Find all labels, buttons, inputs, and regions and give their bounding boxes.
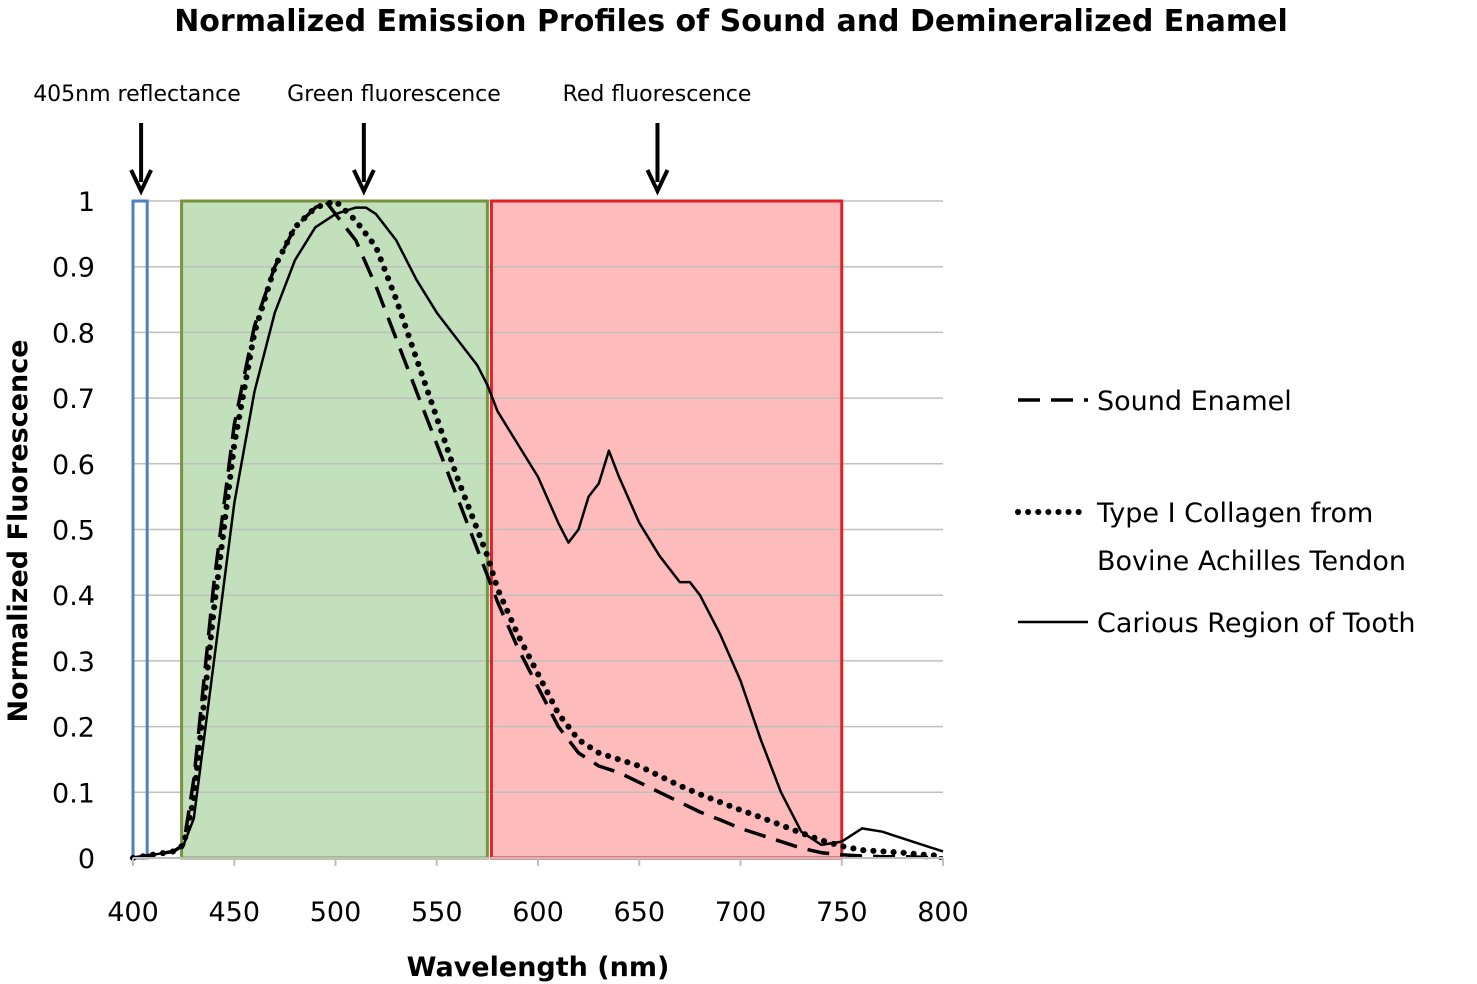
- axis-layer: 0 0.1 0.2 0.3 0.4 0.5 0.6 0.7 0.8 0.9 1 400 450 500 55…: [52, 187, 969, 928]
- series-line-solid: [132, 206, 944, 860]
- y-tick-label-0.8: 0.8: [52, 318, 95, 349]
- x-tick-label-550: 550: [411, 897, 463, 928]
- y-tick-label-0: 0: [78, 844, 95, 875]
- y-tick-label-0.4: 0.4: [52, 581, 95, 612]
- legend-label-3: Carious Region of Tooth: [1097, 608, 1416, 639]
- y-tick-label-0.2: 0.2: [52, 713, 95, 744]
- x-tick-label-600: 600: [512, 897, 564, 928]
- annotation-arrow-head-1: [129, 169, 153, 196]
- legend-label-2-line-1: Type I Collagen from: [1096, 498, 1373, 529]
- y-tick-label-0.3: 0.3: [52, 647, 95, 678]
- series-layer: [130, 198, 946, 861]
- legend-label-1: Sound Enamel: [1097, 386, 1292, 417]
- annotation-arrow-head-2: [352, 169, 376, 196]
- legend: Sound Enamel Type I Collagen from Bovine A…: [1015, 386, 1416, 639]
- x-tick-label-450: 450: [208, 897, 260, 928]
- annotation-arrow-head-3: [645, 169, 670, 196]
- annotation-label-3: Red fluorescence: [563, 82, 752, 107]
- legend-label-2-line-2: Bovine Achilles Tendon: [1097, 546, 1406, 577]
- x-tick-label-650: 650: [613, 897, 665, 928]
- y-tick-label-0.1: 0.1: [52, 778, 95, 809]
- x-axis-title: Wavelength (nm): [407, 952, 670, 983]
- x-tick-label-800: 800: [917, 897, 969, 928]
- y-tick-label-0.7: 0.7: [52, 384, 95, 415]
- x-tick-label-500: 500: [310, 897, 362, 928]
- y-tick-label-0.5: 0.5: [52, 516, 95, 547]
- y-tick-label-0.9: 0.9: [52, 253, 95, 284]
- y-axis-title: Normalized Fluorescence: [3, 339, 34, 722]
- annotation-layer: 405nm reflectance Green fluorescence Red f…: [33, 82, 752, 196]
- y-tick-label-0.6: 0.6: [52, 450, 95, 481]
- x-tick-label-700: 700: [715, 897, 767, 928]
- annotation-label-2: Green fluorescence: [287, 82, 501, 107]
- y-tick-label-1: 1: [78, 187, 95, 218]
- chart-title: Normalized Emission Profiles of Sound an…: [174, 4, 1288, 39]
- x-tick-label-750: 750: [816, 897, 868, 928]
- annotation-label-1: 405nm reflectance: [33, 82, 241, 107]
- x-tick-label-400: 400: [107, 897, 159, 928]
